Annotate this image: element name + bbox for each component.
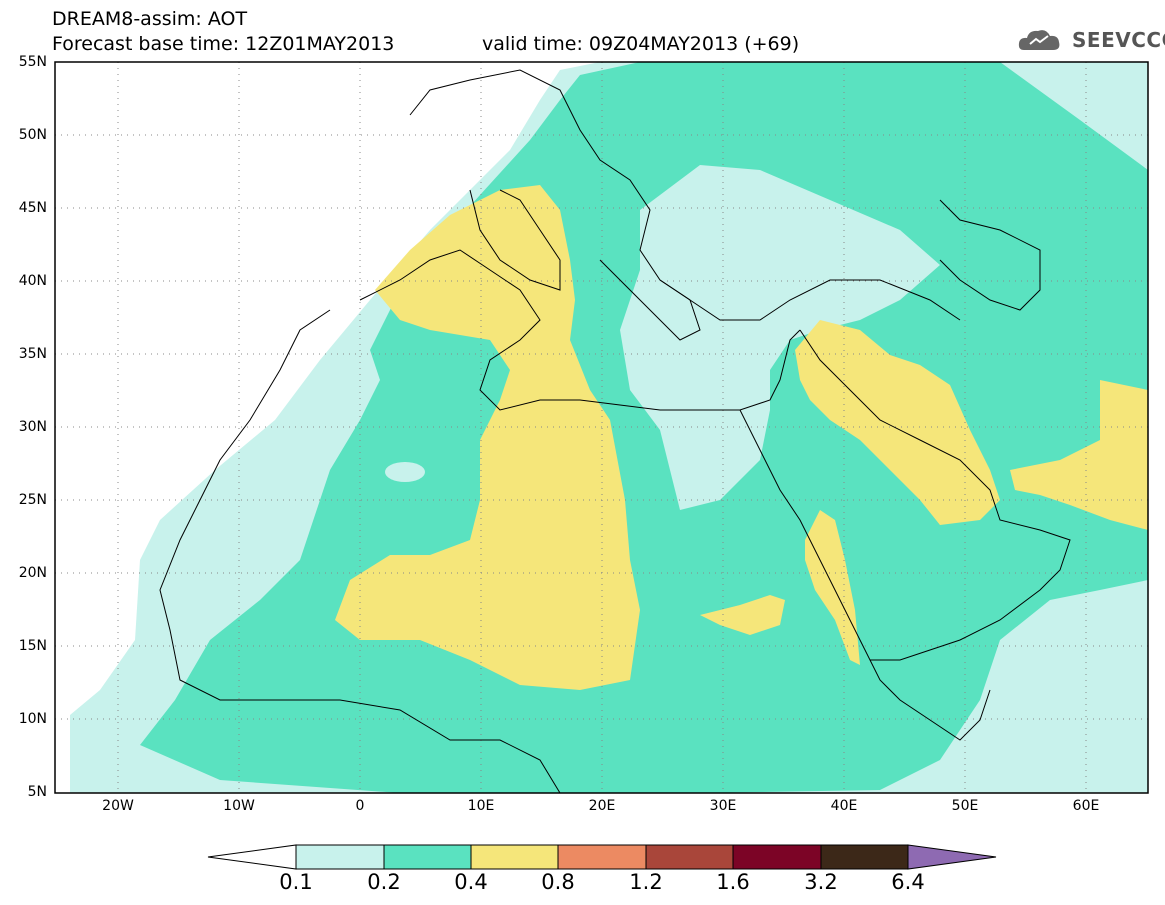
lat-tick-30n: 30N xyxy=(18,419,47,435)
lon-tick-30e: 30E xyxy=(709,798,737,814)
forecast-base-time: Forecast base time: 12Z01MAY2013 xyxy=(52,33,395,55)
colorbar-label-0.4: 0.4 xyxy=(454,870,488,894)
lat-tick-10n: 10N xyxy=(18,711,47,727)
colorbar-arrow-high xyxy=(907,844,997,870)
aot-contour-0.4-east xyxy=(1010,380,1148,530)
colorbar-label-1.6: 1.6 xyxy=(716,870,750,894)
valid-time: valid time: 09Z04MAY2013 (+69) xyxy=(482,33,800,55)
lon-tick-40e: 40E xyxy=(830,798,858,814)
map-title: DREAM8-assim: AOT xyxy=(52,8,248,30)
colorbar-label-3.2: 3.2 xyxy=(804,870,838,894)
lon-tick-10w: 10W xyxy=(223,798,255,814)
lat-tick-40n: 40N xyxy=(18,273,47,289)
lon-tick-0: 0 xyxy=(355,798,365,814)
colorbar xyxy=(207,844,997,870)
aot-contour-0.1-inner xyxy=(620,165,940,510)
colorbar-bin-0.2 xyxy=(383,844,472,870)
lat-tick-25n: 25N xyxy=(18,492,47,508)
cloud-logo-icon xyxy=(1018,30,1060,50)
aot-contour-0.4-redsea xyxy=(805,510,860,665)
lat-tick-50n: 50N xyxy=(18,127,47,143)
lat-tick-55n: 55N xyxy=(18,54,47,70)
colorbar-label-1.2: 1.2 xyxy=(629,870,663,894)
colorbar-bin-1.2 xyxy=(645,844,734,870)
colorbar-arrow-low xyxy=(207,844,297,870)
lon-tick-60e: 60E xyxy=(1072,798,1100,814)
lon-tick-20e: 20E xyxy=(588,798,616,814)
lat-tick-5n: 5N xyxy=(27,784,47,800)
colorbar-label-0.2: 0.2 xyxy=(367,870,401,894)
lon-tick-50e: 50E xyxy=(951,798,979,814)
coastlines xyxy=(159,69,1071,793)
lat-tick-20n: 20N xyxy=(18,565,47,581)
colorbar-bin-1.6 xyxy=(732,844,822,870)
aot-contour-0.4-sudan xyxy=(700,595,785,635)
aot-contour-0.4-iraq xyxy=(795,320,1000,525)
lon-tick-20w: 20W xyxy=(102,798,134,814)
colorbar-bin-0.1 xyxy=(295,844,385,870)
map-gridlines xyxy=(55,62,1148,793)
lon-tick-10e: 10E xyxy=(467,798,495,814)
logo-text: SEEVCCC xyxy=(1072,28,1165,52)
lat-tick-15n: 15N xyxy=(18,638,47,654)
colorbar-bin-0.8 xyxy=(557,844,647,870)
lat-tick-35n: 35N xyxy=(18,346,47,362)
colorbar-label-6.4: 6.4 xyxy=(891,870,925,894)
map-frame xyxy=(54,61,1149,794)
lat-tick-45n: 45N xyxy=(18,200,47,216)
colorbar-bin-3.2 xyxy=(820,844,909,870)
colorbar-label-0.1: 0.1 xyxy=(279,870,313,894)
aot-contour-0.4-central xyxy=(335,185,640,690)
colorbar-bin-0.4 xyxy=(470,844,559,870)
colorbar-label-0.8: 0.8 xyxy=(541,870,575,894)
aot-contour-0.1-sahara xyxy=(385,462,425,482)
